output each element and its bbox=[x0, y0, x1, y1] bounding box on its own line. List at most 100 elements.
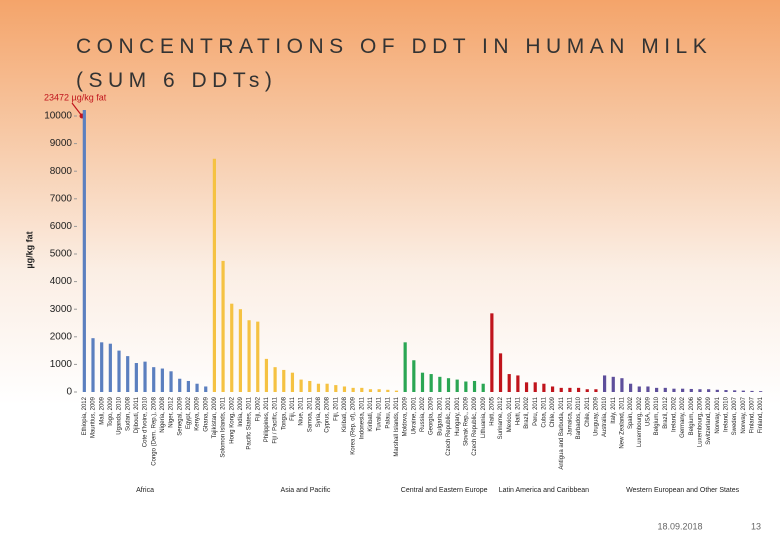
bar bbox=[273, 367, 277, 392]
x-tick-label: India, 2009 bbox=[238, 396, 244, 426]
x-tick-label: USA, 2009 bbox=[646, 396, 652, 426]
x-tick-label: Chile, 2009 bbox=[550, 396, 556, 427]
bar bbox=[325, 383, 329, 392]
x-tick-label: Mexico, 2011 bbox=[507, 396, 513, 432]
bar bbox=[282, 369, 286, 392]
bar bbox=[100, 342, 104, 392]
bar bbox=[412, 360, 416, 392]
bar bbox=[646, 386, 650, 392]
bar bbox=[594, 389, 598, 392]
bar bbox=[559, 387, 563, 392]
x-tick-label: Djibouti, 2011 bbox=[134, 396, 140, 433]
x-tick-label: Ethiopia, 2012 bbox=[82, 396, 88, 435]
x-tick-label: Fiji, 2011 bbox=[333, 396, 339, 421]
x-tick-label: Chile, 2011 bbox=[585, 396, 591, 427]
bar bbox=[152, 367, 156, 392]
bar bbox=[342, 386, 347, 392]
x-tick-label: Congo (Dem. Rep.), 2008 bbox=[151, 396, 157, 465]
bar bbox=[212, 158, 216, 392]
bar bbox=[455, 379, 459, 392]
x-tick-label: Barbados, 2010 bbox=[576, 396, 582, 439]
x-tick-label: Czech Republic, 2009 bbox=[472, 396, 478, 455]
bar bbox=[377, 389, 381, 392]
x-tick-label: Mauritius, 2009 bbox=[91, 396, 97, 438]
legend-label: Western European and Other States bbox=[626, 487, 740, 494]
x-tick-label: Antigua and Barbuda, 2011 bbox=[559, 396, 565, 469]
bar bbox=[672, 388, 676, 392]
x-tick-label: Solomon Islands, 2011 bbox=[221, 396, 227, 457]
bar bbox=[334, 385, 338, 392]
x-tick-label: Norway, 2001 bbox=[715, 396, 721, 433]
x-tick-label: Brazil, 2002 bbox=[524, 396, 530, 428]
bar bbox=[568, 387, 572, 392]
bar bbox=[585, 389, 589, 392]
bar bbox=[759, 391, 763, 392]
x-tick-label: Marshall Islands, 2011 bbox=[394, 396, 400, 456]
bar bbox=[186, 380, 190, 392]
chart-title: CONCENTRATIONS OF DDT IN HUMAN MILK (SUM… bbox=[76, 35, 713, 92]
bar bbox=[299, 379, 303, 392]
bar bbox=[403, 342, 407, 392]
y-tick-label: 4000 bbox=[50, 276, 73, 287]
bar bbox=[637, 386, 641, 392]
x-tick-label: Bulgaria, 2001 bbox=[437, 396, 443, 435]
bar bbox=[247, 320, 251, 392]
x-tick-label: Cote d'Ivoire, 2010 bbox=[143, 396, 149, 447]
bar bbox=[681, 388, 685, 392]
x-tick-label: Peru, 2011 bbox=[533, 396, 539, 426]
x-tick-label: Georgia, 2009 bbox=[429, 396, 435, 435]
x-tick-label: Suriname, 2012 bbox=[498, 396, 504, 439]
x-tick-label: Egypt, 2002 bbox=[186, 396, 192, 429]
bar bbox=[741, 390, 745, 392]
x-tick-label: Cuba, 2011 bbox=[541, 396, 547, 427]
bar bbox=[169, 371, 173, 392]
y-tick-label: 2000 bbox=[50, 331, 73, 342]
bar bbox=[698, 389, 702, 392]
legend-label: Asia and Pacific bbox=[281, 487, 331, 494]
x-tick-label: Pacific States, 2011 bbox=[247, 396, 253, 449]
x-tick-label: Sudan, 2008 bbox=[125, 396, 131, 431]
bar bbox=[360, 387, 364, 392]
bar bbox=[420, 372, 425, 392]
bar bbox=[542, 383, 546, 392]
bar bbox=[178, 378, 182, 392]
bar bbox=[386, 389, 390, 392]
bar bbox=[655, 387, 659, 392]
bar bbox=[438, 376, 442, 392]
bar bbox=[134, 363, 138, 392]
x-tick-label: Tonga, 2008 bbox=[281, 396, 287, 430]
x-tick-label: Hong Kong, 2002 bbox=[229, 396, 235, 443]
x-tick-label: Moldova, 2009 bbox=[403, 396, 409, 436]
legend-label: Latin America and Caribbean bbox=[499, 487, 589, 494]
x-tick-label: Cyprus, 2008 bbox=[325, 396, 331, 432]
y-tick-label: 6000 bbox=[50, 221, 73, 232]
bar bbox=[602, 375, 607, 392]
x-tick-label: Sweden, 2007 bbox=[732, 396, 738, 435]
x-tick-label: Ghana, 2009 bbox=[203, 396, 209, 431]
x-tick-label: Ireland, 2002 bbox=[672, 396, 678, 432]
annotation-arrow bbox=[71, 102, 83, 117]
bar bbox=[160, 368, 164, 392]
bar bbox=[516, 375, 520, 392]
bar bbox=[620, 378, 624, 392]
x-tick-label: Korea (Rep. of), 2009 bbox=[351, 396, 357, 454]
bar bbox=[290, 372, 295, 392]
x-tick-label: Niue, 2011 bbox=[299, 396, 305, 425]
x-tick-label: Tajikistan, 2009 bbox=[212, 396, 218, 438]
bar bbox=[316, 383, 321, 392]
x-tick-label: Finland, 2007 bbox=[750, 396, 756, 433]
x-tick-label: Norway, 2007 bbox=[741, 396, 747, 433]
bar bbox=[490, 313, 494, 392]
bar bbox=[715, 389, 719, 392]
bar bbox=[108, 343, 112, 392]
x-tick-label: New Zealand, 2011 bbox=[620, 396, 626, 448]
bar bbox=[126, 356, 130, 392]
bar bbox=[472, 380, 477, 392]
bar bbox=[629, 383, 633, 392]
x-tick-label: Slovak Rep., 2009 bbox=[463, 396, 469, 446]
x-tick-label: Tuvalu, 2011 bbox=[377, 396, 383, 431]
bar bbox=[533, 382, 537, 392]
annotation: 23472 µg/kg fat bbox=[44, 92, 107, 102]
x-tick-label: Lithuania, 2009 bbox=[481, 396, 487, 438]
bar bbox=[524, 382, 529, 392]
